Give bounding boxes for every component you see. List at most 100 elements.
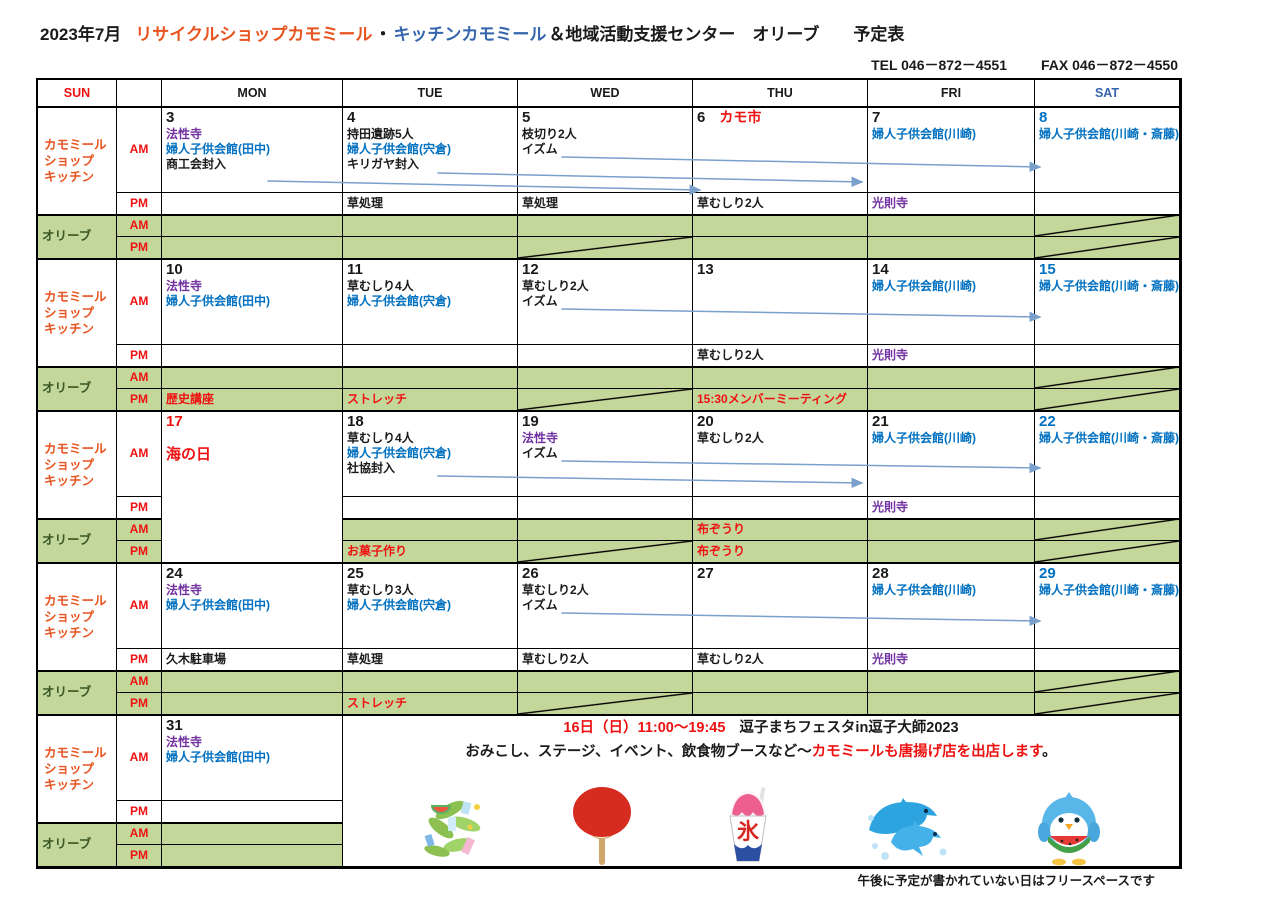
olive-am-cell (518, 671, 693, 693)
olive-pm-cell (343, 237, 518, 259)
day-number: 3 (166, 109, 175, 126)
olive-pm-cell (162, 693, 343, 715)
schedule-entry: 草むしり2人 (522, 652, 589, 666)
label-line: カモミール (44, 289, 107, 304)
olive-am-cell (518, 519, 693, 541)
schedule-entry: 草処理 (347, 196, 384, 210)
day-number: 27 (697, 565, 714, 582)
header-tue: TUE (343, 80, 518, 107)
pm-cell (162, 801, 343, 823)
olive-pm-cell-closed (1035, 693, 1180, 715)
day-cell-mon-10: 10 法性寺 婦人子供会館(田中) (162, 259, 343, 345)
schedule-entry: 婦人子供会館(田中) (166, 598, 270, 612)
pm-cell (1035, 345, 1180, 367)
schedule-entry: 草むしり2人 (697, 431, 764, 445)
day-number: 12 (522, 261, 539, 278)
day-cell-wed-19: 19 法性寺 イズム (518, 411, 693, 497)
festival-announcement-cell: 16日（日）11:00～19:45 逗子まちフェスタin逗子大師2023 おみこし… (343, 715, 1180, 867)
olive-am-cell (693, 671, 868, 693)
schedule-entry: 婦人子供会館(田中) (166, 750, 270, 764)
olive-pm-cell (868, 693, 1035, 715)
olive-pm-cell (162, 237, 343, 259)
festival-desc-highlight: カモミールも唐揚げ店を出店します (811, 744, 1043, 760)
pm-cell: 光則寺 (868, 497, 1035, 519)
schedule-entry: 草むしり2人 (697, 652, 764, 666)
day-cell-tue-25: 25 草むしり3人 婦人子供会館(宍倉) (343, 563, 518, 649)
am-label: AM (117, 823, 162, 845)
separator-line (38, 106, 1180, 108)
day-cell-thu-20: 20 草むしり2人 (693, 411, 868, 497)
schedule-entry: イズム (522, 294, 558, 308)
olive-am-cell (868, 367, 1035, 389)
schedule-entry: 法性寺 (166, 583, 203, 597)
day-number: 31 (166, 717, 183, 734)
header-blank (117, 80, 162, 107)
pm-label: PM (117, 649, 162, 671)
pm-cell (518, 497, 693, 519)
schedule-entry: 光則寺 (872, 348, 909, 362)
schedule-entry: 光則寺 (872, 196, 909, 210)
schedule-entry: 草むしり3人 (347, 583, 414, 597)
olive-am-cell (343, 367, 518, 389)
schedule-entry: イズム (522, 142, 558, 156)
holiday-name: 海の日 (166, 446, 212, 463)
olive-am-cell-closed (1035, 367, 1180, 389)
olive-pm-cell (162, 845, 343, 867)
header-sat: SAT (1035, 80, 1180, 107)
day-cell-tue-18: 18 草むしり4人 婦人子供会館(宍倉) 社協封入 (343, 411, 518, 497)
festival-icons-row: 氷 (343, 766, 1179, 866)
row-label-chamomile: カモミール ショップ キッチン (38, 411, 117, 519)
day-number: 20 (697, 413, 714, 430)
schedule-entry: 光則寺 (872, 500, 909, 514)
title-rest: ＆地域活動支援センター オリーブ 予定表 (548, 25, 905, 44)
row-label-chamomile: カモミール ショップ キッチン (38, 107, 117, 215)
olive-am-cell (343, 215, 518, 237)
pm-cell (1035, 497, 1180, 519)
day-cell-mon-31: 31 法性寺 婦人子供会館(田中) (162, 715, 343, 801)
day-number: 24 (166, 565, 183, 582)
label-line: カモミール (44, 593, 107, 608)
schedule-entry: 婦人子供会館(川崎・斎藤) (1039, 279, 1179, 293)
olive-pm-cell: 歴史講座 (162, 389, 343, 411)
tel-number: TEL 046－872－4551 (871, 57, 1008, 73)
schedule-entry: 草むしり2人 (522, 583, 589, 597)
schedule-entry: 草むしり2人 (697, 348, 764, 362)
pm-label: PM (117, 845, 162, 867)
pm-label: PM (117, 497, 162, 519)
day-cell-sat-15: 15 婦人子供会館(川崎・斎藤) (1035, 259, 1180, 345)
label-line: キッチン (44, 625, 95, 640)
header-sun: SUN (38, 80, 117, 107)
day-number: 11 (347, 261, 363, 278)
schedule-entry (162, 193, 342, 196)
pm-cell (162, 345, 343, 367)
day-cell-tue-4: 4 持田遺跡5人 婦人子供会館(宍倉) キリガヤ封入 (343, 107, 518, 193)
day-number: 28 (872, 565, 889, 582)
day-cell-wed-12: 12 草むしり2人 イズム (518, 259, 693, 345)
schedule-entry: 商工会封入 (166, 157, 227, 171)
am-label: AM (117, 519, 162, 541)
olive-pm-cell-closed (518, 541, 693, 563)
pm-label: PM (117, 237, 162, 259)
footnote: 午後に予定が書かれていない日はフリースペースです (857, 874, 1155, 888)
header-thu: THU (693, 80, 868, 107)
pm-cell (343, 345, 518, 367)
day-cell-mon-24: 24 法性寺 婦人子供会館(田中) (162, 563, 343, 649)
festival-desc: おみこし、ステージ、イベント、飲食物ブースなど～ (465, 744, 812, 760)
schedule-entry: 法性寺 (166, 279, 203, 293)
separator-line (38, 258, 1180, 260)
schedule-entry: 婦人子供会館(田中) (166, 142, 270, 156)
day-number: 14 (872, 261, 889, 278)
schedule-entry: 布ぞうり (697, 544, 746, 558)
day-cell-sat-22: 22 婦人子供会館(川崎・斎藤) (1035, 411, 1180, 497)
separator-line (38, 822, 343, 824)
pm-cell (343, 497, 518, 519)
page-title: 2023年7月 リサイクルショップカモミール・キッチンカモミール ＆地域活動支援セン… (40, 20, 906, 45)
olive-am-cell-closed (1035, 671, 1180, 693)
festival-desc-end: 。 (1042, 744, 1057, 760)
olive-pm-cell (693, 237, 868, 259)
pm-cell: 光則寺 (868, 193, 1035, 215)
schedule-entry: ストレッチ (347, 696, 408, 710)
olive-pm-cell (693, 693, 868, 715)
schedule-entry: 15:30メンバーミーティング (697, 392, 847, 406)
